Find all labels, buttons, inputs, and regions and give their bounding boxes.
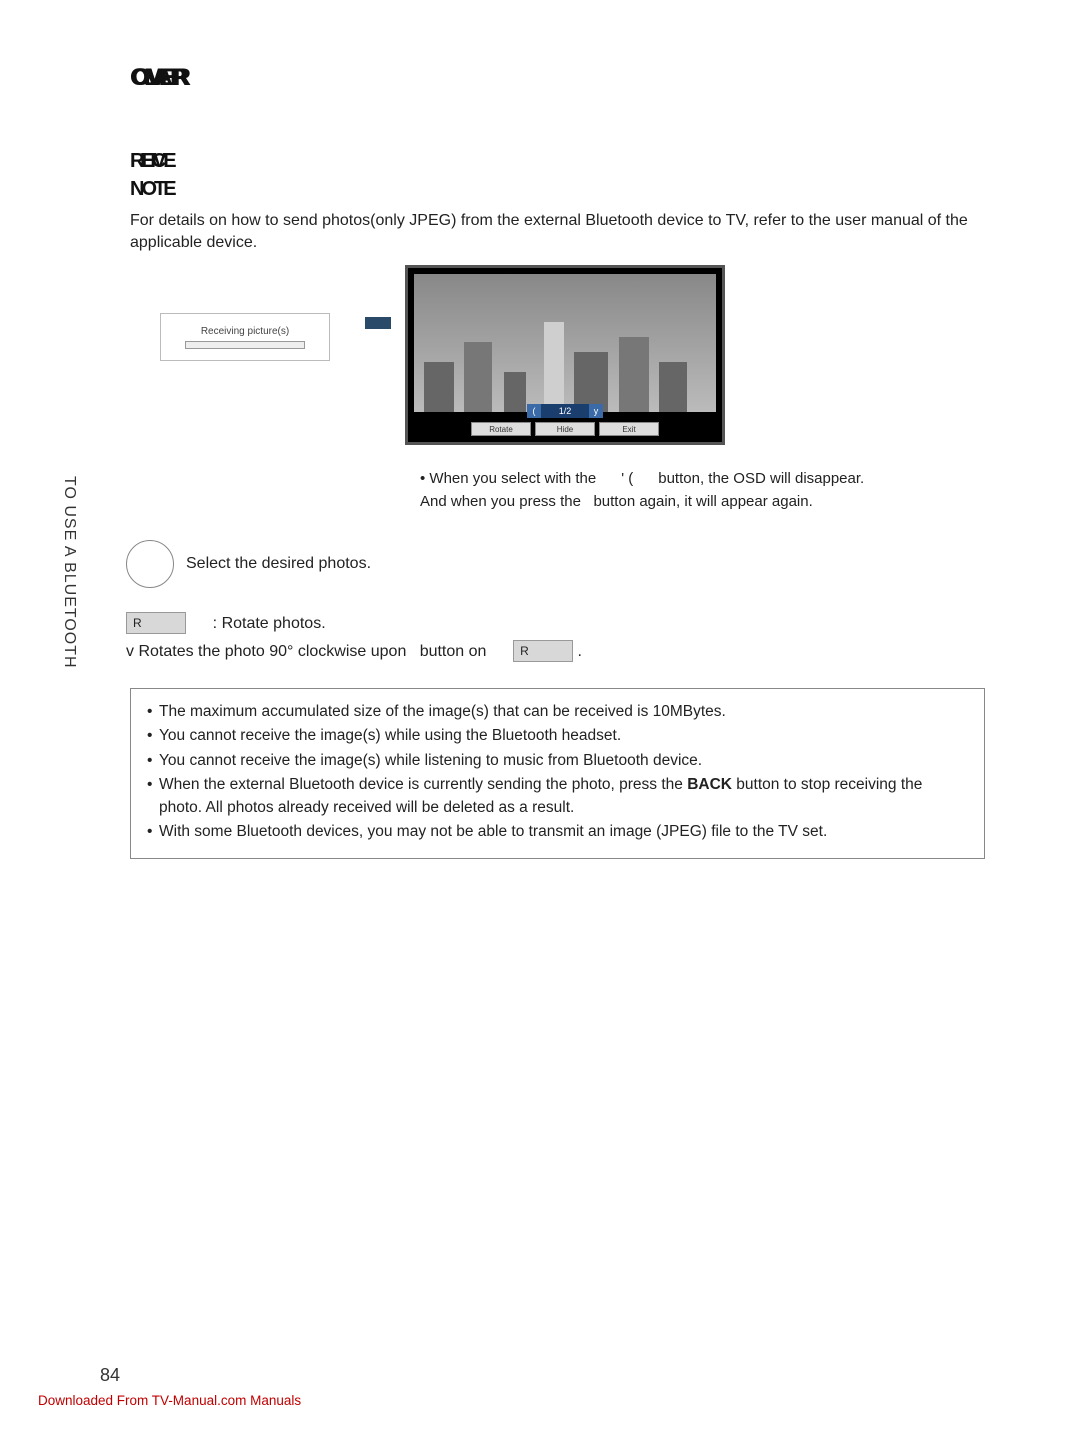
rotate-button-left[interactable]: R [126, 612, 186, 634]
osd-buttons: Rotate Hide Exit [471, 422, 659, 436]
tv-preview: ( 1/2 y Rotate Hide Exit [405, 265, 725, 445]
hn2a: And when you press the [420, 493, 581, 510]
progress-bar [185, 341, 305, 349]
bullet-3: You cannot receive the image(s) while li… [147, 750, 968, 772]
rotate-line2a: v Rotates the photo 90° clockwise upon [126, 643, 406, 660]
osd-hide[interactable]: Hide [535, 422, 595, 436]
figure-row: Receiving picture(s) ( 1/2 y Rotate Hide [160, 265, 760, 455]
bullet-4: When the external Bluetooth device is cu… [147, 774, 968, 819]
hn1b: with the [544, 470, 596, 487]
hn1c: ' ( [621, 470, 633, 487]
rotate-button-right[interactable]: R [513, 640, 573, 662]
bullet-1: The maximum accumulated size of the imag… [147, 701, 968, 723]
arrow-icon [365, 317, 391, 329]
hn2b: button again, it will appear again. [593, 493, 812, 510]
side-rail-label: TO USE A BLUETOOTH [60, 476, 78, 669]
counter-left: ( [527, 404, 541, 418]
nav-circle-icon [126, 540, 174, 588]
rotate-label: : Rotate photos. [213, 615, 326, 632]
heading-part-b: LAP [144, 64, 183, 92]
osd-rotate[interactable]: Rotate [471, 422, 531, 436]
counter-right: y [589, 404, 603, 418]
intro-text: For details on how to send photos(only J… [130, 210, 990, 253]
sub2: NOTE [130, 178, 174, 201]
rotate-line2b: button on [420, 643, 487, 660]
b4-pre: When the external Bluetooth device is cu… [159, 776, 687, 793]
receiving-dialog: Receiving picture(s) [160, 313, 330, 361]
info-box: The maximum accumulated size of the imag… [130, 688, 985, 859]
hide-note: • When you select with the ' ( button, t… [420, 468, 1010, 514]
receiving-label: Receiving picture(s) [201, 326, 289, 337]
select-photos-text: Select the desired photos. [186, 555, 371, 573]
rotate-block: R : Rotate photos. v Rotates the photo 9… [126, 612, 990, 664]
hn1a: • When you select [420, 470, 540, 487]
bullet-5: With some Bluetooth devices, you may not… [147, 821, 968, 843]
tv-osd: ( 1/2 y Rotate Hide Exit [414, 396, 716, 436]
b4-bold: BACK [687, 776, 732, 793]
page-number: 84 [100, 1365, 120, 1386]
counter-strip: ( 1/2 y [527, 404, 603, 418]
page: OVER OVER LAP REC EIVE NOTE For details … [0, 0, 1080, 1440]
counter: 1/2 [541, 404, 589, 418]
tv-image [414, 274, 716, 412]
download-footer[interactable]: Downloaded From TV-Manual.com Manuals [38, 1393, 301, 1408]
hn1d: button, the OSD will disappear. [658, 470, 864, 487]
sub1-b: EIVE [140, 150, 174, 173]
osd-exit[interactable]: Exit [599, 422, 659, 436]
bullet-2: You cannot receive the image(s) while us… [147, 725, 968, 747]
